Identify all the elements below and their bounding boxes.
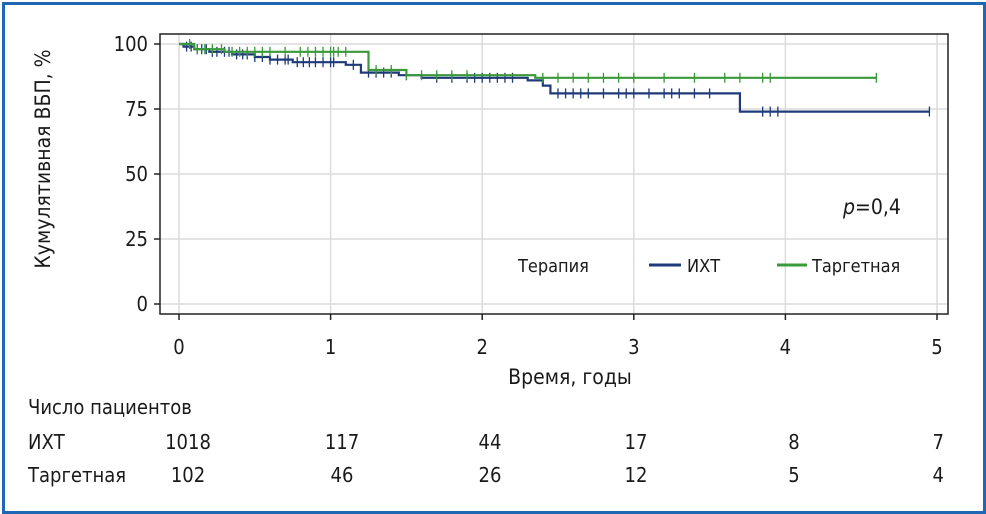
risk-value-target: 4 (933, 463, 944, 487)
x-axis-label: Время, годы (508, 365, 632, 389)
y-tick-label: 50 (125, 162, 148, 186)
risk-value-ixt: 1018 (165, 430, 211, 454)
y-axis-label: Кумулятивная ВБП, % (31, 49, 55, 268)
risk-values: 1018 117 44 17 8 7 102 46 26 12 5 4 (165, 430, 944, 487)
risk-value-target: 5 (788, 463, 799, 487)
x-tick-label: 2 (476, 335, 487, 359)
legend: Терапия ИХТ Таргетная (517, 256, 900, 277)
p-value-italic: p (842, 195, 855, 219)
risk-value-ixt: 7 (933, 430, 944, 454)
risk-value-ixt: 117 (325, 430, 359, 454)
legend-label-target: Таргетная (811, 256, 900, 277)
x-tick-label: 3 (628, 335, 639, 359)
risk-value-ixt: 44 (479, 430, 502, 454)
risk-row-label-ixt: ИХТ (28, 430, 66, 454)
p-value-rest: =0,4 (855, 195, 901, 219)
y-tick-label: 0 (137, 292, 148, 316)
legend-label-ixt: ИХТ (687, 256, 720, 277)
legend-title: Терапия (517, 256, 589, 277)
y-tick-label: 100 (114, 32, 148, 56)
x-tick-label: 4 (780, 335, 791, 359)
series-line-target (179, 42, 877, 79)
risk-table: Число пациентов ИХТ Таргетная 1018 117 44 1… (27, 395, 944, 487)
x-tick-label: 1 (325, 335, 336, 359)
y-tick-label: 25 (125, 227, 148, 251)
risk-value-target: 46 (331, 463, 354, 487)
curves (179, 39, 931, 117)
risk-value-target: 102 (171, 463, 205, 487)
risk-value-target: 26 (479, 463, 502, 487)
y-tick-label: 75 (125, 97, 148, 121)
risk-value-target: 12 (625, 463, 648, 487)
p-value: p=0,4 (842, 195, 901, 219)
x-tick-label: 0 (173, 335, 184, 359)
y-ticks: 0 25 50 75 100 (114, 32, 160, 316)
x-tick-label: 5 (931, 335, 942, 359)
risk-value-ixt: 17 (625, 430, 648, 454)
x-ticks: 0 1 2 3 4 5 (173, 314, 943, 359)
risk-table-title: Число пациентов (28, 395, 192, 419)
risk-row-label-target: Таргетная (27, 463, 126, 487)
risk-value-ixt: 8 (788, 430, 799, 454)
